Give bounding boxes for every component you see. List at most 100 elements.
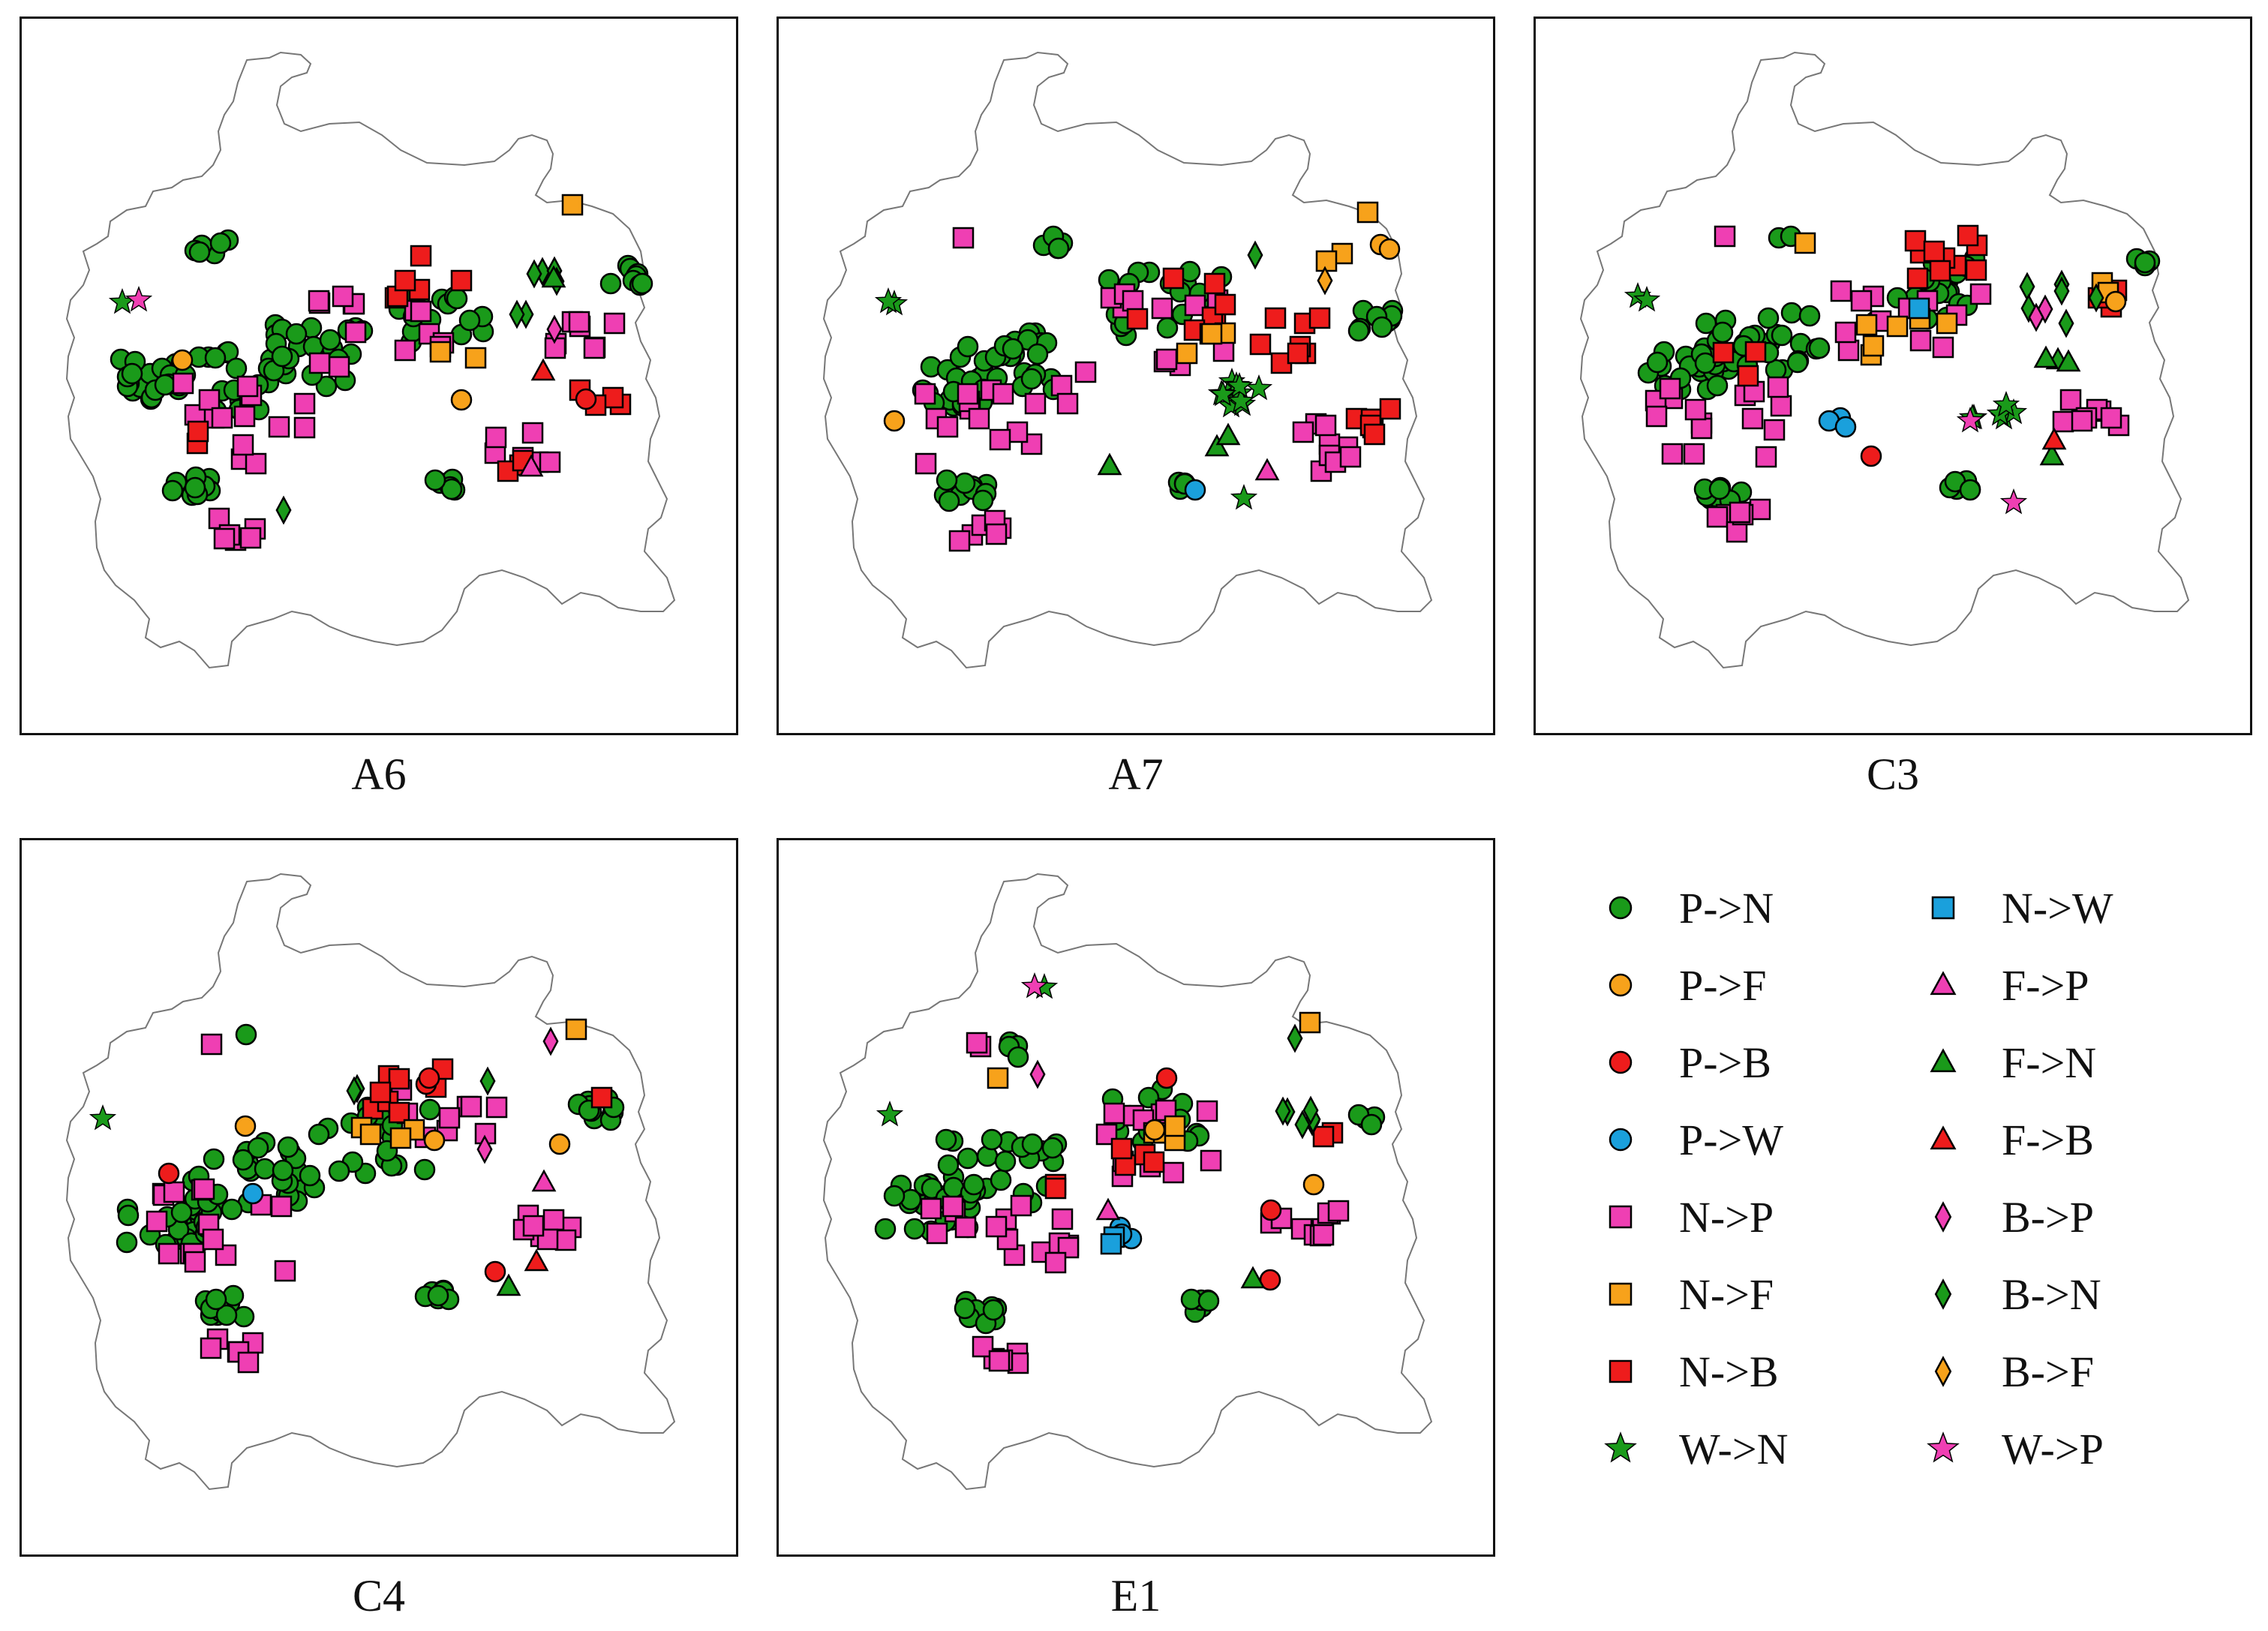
marker-n-to-p [521,422,544,444]
marker-n-to-b [1957,224,1979,247]
marker-n-to-p [1122,290,1144,312]
marker-n-to-p [293,416,316,439]
marker-p-to-n [903,1218,926,1240]
marker-p-to-f [2104,290,2127,313]
marker-p-to-n [277,1136,299,1158]
marker-w-to-n [1209,380,1237,407]
legend-label: W->P [2002,1424,2104,1473]
marker-n-to-p [344,321,367,344]
marker-p-to-n [874,1218,897,1240]
marker-p-to-w [242,1182,264,1205]
marker-p-to-n [935,1128,957,1151]
marker-p-to-n [1041,1137,1064,1159]
marker-n-to-b [1126,308,1149,330]
marker-n-to-p [268,416,290,438]
marker-n-to-b [1143,1151,1165,1173]
marker-p-to-n [937,1154,960,1176]
marker-n-to-b [1965,259,1987,281]
marker-p-to-n [1371,316,1393,338]
legend-square-icon [1609,1282,1633,1306]
marker-n-to-p [270,1195,293,1218]
marker-n-to-p [1200,1149,1222,1172]
marker-p-to-n [161,479,184,502]
marker-p-to-n [204,347,227,369]
marker-p-to-n [1360,1113,1383,1136]
legend-label: F->P [2002,960,2089,1010]
legend-circle-icon [1609,1128,1633,1152]
marker-n-to-p [542,1209,565,1231]
map-c4 [65,873,676,1491]
marker-p-to-n [203,1148,225,1170]
marker-n-to-b [450,269,473,292]
marker-n-to-f [1164,1115,1186,1137]
marker-w-to-p [1999,488,2028,515]
marker-n-to-p [1103,1102,1125,1125]
legend-square-icon [1609,1359,1633,1383]
marker-p-to-n [1347,320,1370,342]
marker-w-to-n [1992,390,2020,417]
marker-n-to-f [359,1123,382,1146]
marker-n-to-p [2059,389,2082,411]
marker-n-to-p [202,1228,224,1251]
marker-w-to-p [1956,406,1984,433]
marker-n-to-p [2052,410,2074,433]
marker-p-to-n [1708,478,1731,500]
marker-p-to-n [1694,352,1717,374]
legend-circle-icon [1609,973,1633,997]
marker-n-to-p [1151,297,1173,320]
marker-n-to-p [1661,443,1684,465]
marker-p-to-b [418,1067,440,1089]
marker-n-to-p [438,1107,461,1129]
map-panel-c4 [20,838,738,1557]
marker-w-to-n [108,287,137,314]
marker-f-to-n [1204,434,1230,457]
map-a7 [822,51,1433,669]
marker-n-to-p [1044,1251,1067,1274]
marker-p-to-n [222,1284,245,1307]
marker-n-to-p [988,1350,1011,1372]
marker-w-to-n [1245,374,1273,401]
marker-n-to-p [245,452,267,475]
marker-n-to-p [1312,1224,1335,1246]
marker-n-to-f [1862,335,1885,357]
map-panel-a6 [20,17,738,735]
marker-n-to-p [198,389,221,411]
marker-n-to-b [1744,341,1767,363]
marker-n-to-f [1315,250,1338,272]
marker-p-to-n [154,374,176,396]
marker-w-to-n [1230,483,1258,510]
marker-n-to-p [1834,321,1857,344]
marker-n-to-b [1906,267,1929,290]
marker-n-to-f [1356,201,1379,224]
marker-n-to-p [146,1210,168,1233]
region-boundary [1579,51,2190,669]
marker-n-to-f [987,1067,1009,1089]
marker-b-to-n [1247,240,1263,270]
map-a6 [65,51,676,669]
marker-n-to-p [236,375,259,398]
marker-n-to-p [184,1251,206,1273]
marker-n-to-p [1314,414,1337,437]
legend-star-icon [1927,1431,1960,1463]
legend: P->N P->F P->B P->W N->P N->F N->B W->N N->W F->P… [1598,878,2243,1515]
marker-n-to-b [1110,1137,1133,1160]
marker-b-to-n [346,1076,362,1106]
marker-f-to-b [2041,427,2067,450]
panel-label-a7: A7 [1108,749,1164,799]
marker-n-to-p [237,1351,260,1374]
marker-n-to-b [1162,267,1185,290]
marker-p-to-n [1197,1290,1220,1312]
marker-f-to-p [1095,1197,1121,1221]
marker-p-to-n [440,478,463,500]
marker-n-to-p [163,1181,185,1203]
marker-p-to-f [1143,1119,1166,1141]
marker-f-to-n [1215,422,1241,446]
marker-n-to-f [1200,323,1223,345]
marker-p-to-n [458,309,481,332]
marker-p-to-n [232,1149,254,1171]
marker-n-to-p [1327,1200,1350,1222]
marker-n-to-f [1176,342,1198,365]
marker-n-to-b [187,420,209,443]
marker-n-to-p [200,1337,222,1359]
marker-n-to-p [936,416,959,438]
